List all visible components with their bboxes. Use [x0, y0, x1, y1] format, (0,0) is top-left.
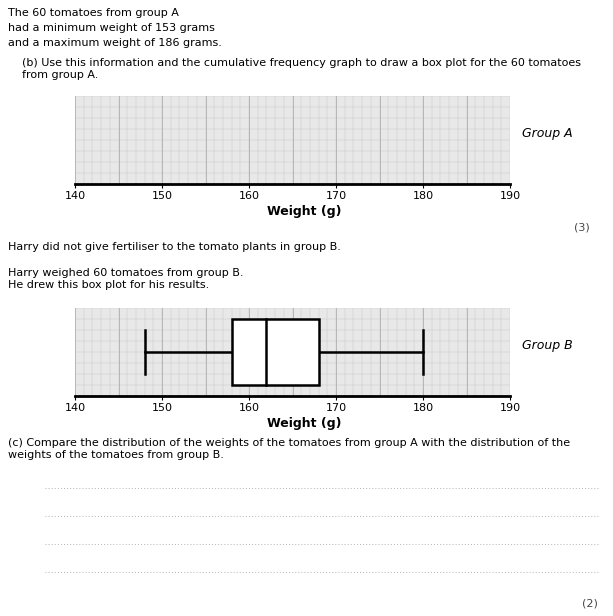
Text: The 60 tomatoes from group A: The 60 tomatoes from group A	[8, 8, 179, 18]
Text: Group B: Group B	[522, 339, 573, 352]
Text: Weight (g): Weight (g)	[267, 205, 341, 218]
Text: (3): (3)	[574, 222, 590, 232]
Text: had a minimum weight of 153 grams: had a minimum weight of 153 grams	[8, 23, 215, 33]
Bar	[232, 318, 319, 386]
Text: Harry did not give fertiliser to the tomato plants in group B.: Harry did not give fertiliser to the tom…	[8, 242, 341, 252]
Text: Harry weighed 60 tomatoes from group B.
He drew this box plot for his results.: Harry weighed 60 tomatoes from group B. …	[8, 268, 243, 290]
Text: (c) Compare the distribution of the weights of the tomatoes from group A with th: (c) Compare the distribution of the weig…	[8, 438, 570, 460]
Text: (2): (2)	[582, 598, 598, 608]
Text: Weight (g): Weight (g)	[267, 417, 341, 430]
Text: Group A: Group A	[522, 128, 573, 140]
Text: and a maximum weight of 186 grams.: and a maximum weight of 186 grams.	[8, 38, 222, 48]
Text: (b) Use this information and the cumulative frequency graph to draw a box plot f: (b) Use this information and the cumulat…	[22, 58, 581, 79]
